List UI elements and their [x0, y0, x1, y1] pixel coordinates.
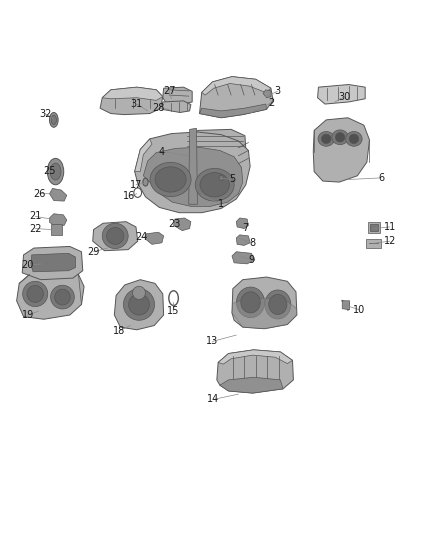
Polygon shape — [232, 277, 297, 329]
Ellipse shape — [200, 173, 230, 197]
Polygon shape — [134, 132, 250, 213]
Polygon shape — [368, 222, 380, 233]
Polygon shape — [93, 222, 138, 251]
Polygon shape — [342, 301, 350, 310]
Text: 4: 4 — [159, 147, 165, 157]
Ellipse shape — [50, 285, 74, 309]
Polygon shape — [263, 90, 271, 98]
Ellipse shape — [124, 289, 155, 320]
Ellipse shape — [241, 292, 260, 313]
Ellipse shape — [346, 132, 362, 146]
Polygon shape — [236, 235, 250, 245]
Polygon shape — [114, 280, 164, 330]
Ellipse shape — [336, 133, 345, 142]
Text: 14: 14 — [207, 394, 219, 405]
Polygon shape — [236, 218, 248, 229]
Text: 9: 9 — [248, 255, 254, 265]
Polygon shape — [220, 377, 283, 393]
Ellipse shape — [143, 178, 148, 186]
Polygon shape — [102, 87, 163, 100]
Polygon shape — [200, 77, 273, 118]
Text: 25: 25 — [43, 166, 56, 175]
Polygon shape — [232, 298, 297, 329]
Text: 31: 31 — [131, 99, 143, 109]
Ellipse shape — [50, 163, 61, 180]
Text: 16: 16 — [123, 191, 135, 201]
Text: 22: 22 — [29, 223, 42, 233]
Polygon shape — [49, 214, 67, 225]
Text: 21: 21 — [29, 212, 42, 221]
Ellipse shape — [349, 134, 359, 143]
Polygon shape — [163, 87, 192, 104]
Polygon shape — [143, 147, 243, 206]
Ellipse shape — [106, 228, 124, 244]
Text: 23: 23 — [169, 219, 181, 229]
Text: 18: 18 — [113, 326, 126, 336]
Text: 32: 32 — [39, 109, 51, 118]
Ellipse shape — [55, 289, 70, 305]
Polygon shape — [200, 104, 267, 118]
Polygon shape — [100, 87, 163, 115]
Ellipse shape — [47, 158, 64, 185]
Ellipse shape — [265, 290, 291, 319]
Text: 20: 20 — [21, 261, 34, 270]
Text: 27: 27 — [163, 86, 176, 96]
Text: 5: 5 — [229, 174, 235, 184]
Ellipse shape — [318, 132, 335, 146]
Ellipse shape — [51, 115, 57, 125]
Polygon shape — [182, 130, 246, 156]
Text: 2: 2 — [268, 98, 274, 108]
Text: 1: 1 — [218, 199, 224, 209]
Text: 30: 30 — [338, 92, 350, 102]
Polygon shape — [134, 139, 152, 172]
Polygon shape — [31, 253, 75, 272]
Text: 15: 15 — [167, 306, 179, 316]
Polygon shape — [173, 218, 191, 231]
Polygon shape — [313, 118, 370, 182]
Polygon shape — [218, 350, 293, 364]
Ellipse shape — [321, 134, 331, 143]
Polygon shape — [162, 101, 191, 112]
Polygon shape — [145, 232, 164, 244]
Polygon shape — [17, 271, 84, 319]
Polygon shape — [217, 350, 293, 393]
Polygon shape — [366, 239, 381, 247]
Text: 12: 12 — [384, 236, 396, 246]
Text: 10: 10 — [353, 305, 366, 315]
Ellipse shape — [219, 175, 223, 181]
Ellipse shape — [237, 287, 265, 318]
Ellipse shape — [150, 163, 191, 197]
Polygon shape — [189, 128, 198, 204]
Text: 3: 3 — [274, 86, 280, 96]
Polygon shape — [232, 252, 254, 264]
Text: 17: 17 — [130, 180, 142, 190]
Ellipse shape — [27, 286, 43, 302]
Polygon shape — [49, 189, 67, 201]
Text: 7: 7 — [242, 223, 248, 233]
Text: 6: 6 — [378, 173, 384, 183]
Text: 11: 11 — [384, 222, 396, 232]
Polygon shape — [318, 85, 365, 104]
Ellipse shape — [49, 112, 58, 127]
Ellipse shape — [195, 168, 234, 201]
Polygon shape — [22, 246, 83, 280]
Ellipse shape — [155, 167, 186, 192]
Ellipse shape — [102, 223, 128, 248]
Polygon shape — [370, 224, 378, 231]
Polygon shape — [202, 77, 271, 95]
Polygon shape — [51, 224, 62, 235]
Ellipse shape — [269, 294, 287, 314]
Text: 26: 26 — [33, 189, 46, 199]
Ellipse shape — [332, 130, 348, 144]
Text: 19: 19 — [22, 310, 34, 320]
Ellipse shape — [133, 286, 145, 300]
Text: 28: 28 — [152, 103, 165, 114]
Text: 29: 29 — [88, 247, 100, 257]
Ellipse shape — [23, 281, 48, 306]
Ellipse shape — [129, 294, 149, 315]
Text: 8: 8 — [250, 238, 256, 248]
Text: 24: 24 — [135, 232, 147, 243]
Text: 13: 13 — [206, 336, 219, 346]
